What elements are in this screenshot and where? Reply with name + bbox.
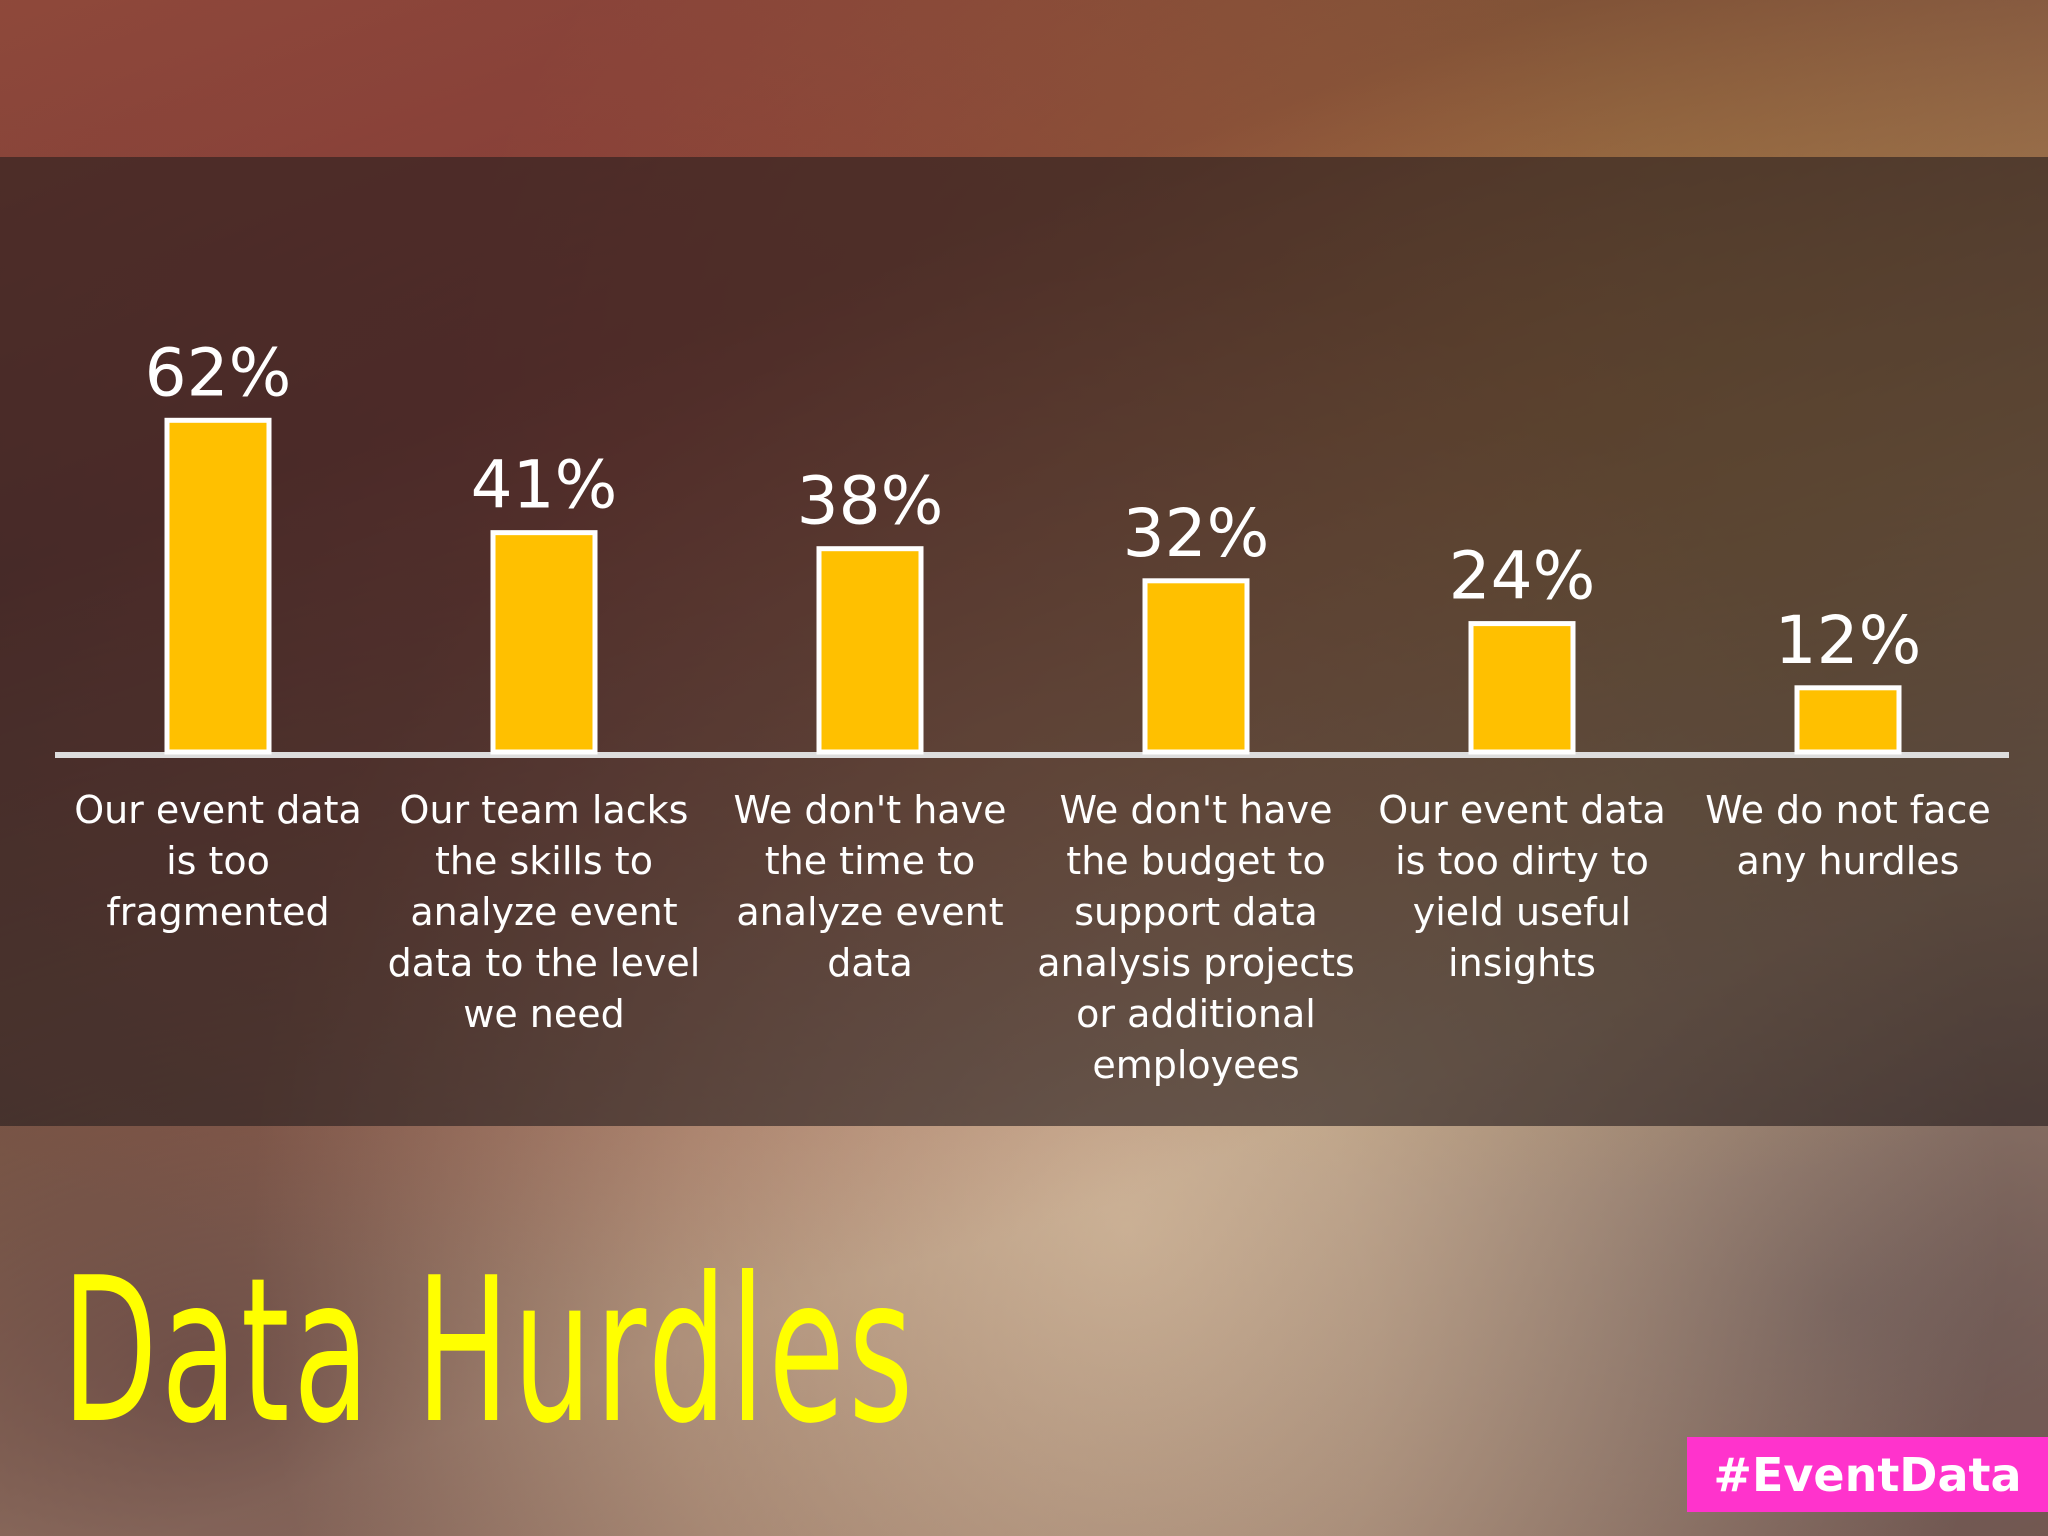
bar — [1794, 685, 1902, 755]
category-label: We don't have the time to analyze event … — [733, 788, 1007, 985]
bar — [490, 530, 598, 755]
category-label: We don't have the budget to support data… — [1037, 788, 1355, 1087]
value-label: 38% — [797, 463, 944, 540]
bar — [1468, 621, 1576, 755]
category-label: Our event data is too fragmented — [74, 788, 362, 934]
category-label: Our event data is too dirty to yield use… — [1378, 788, 1666, 985]
bar — [816, 546, 924, 755]
hashtag: #EventData — [1687, 1437, 2048, 1512]
chart-title: Data Hurdles — [62, 1235, 917, 1468]
category-label: Our team lacks the skills to analyze eve… — [387, 788, 701, 1036]
value-label: 62% — [145, 334, 292, 411]
value-label: 12% — [1775, 602, 1922, 679]
bar — [1142, 578, 1250, 755]
chart-band — [0, 157, 2048, 1126]
value-label: 41% — [471, 447, 618, 524]
bar — [164, 417, 272, 755]
value-label: 32% — [1123, 495, 1270, 572]
value-label: 24% — [1449, 538, 1596, 615]
category-label: We do not face any hurdles — [1705, 788, 1991, 883]
